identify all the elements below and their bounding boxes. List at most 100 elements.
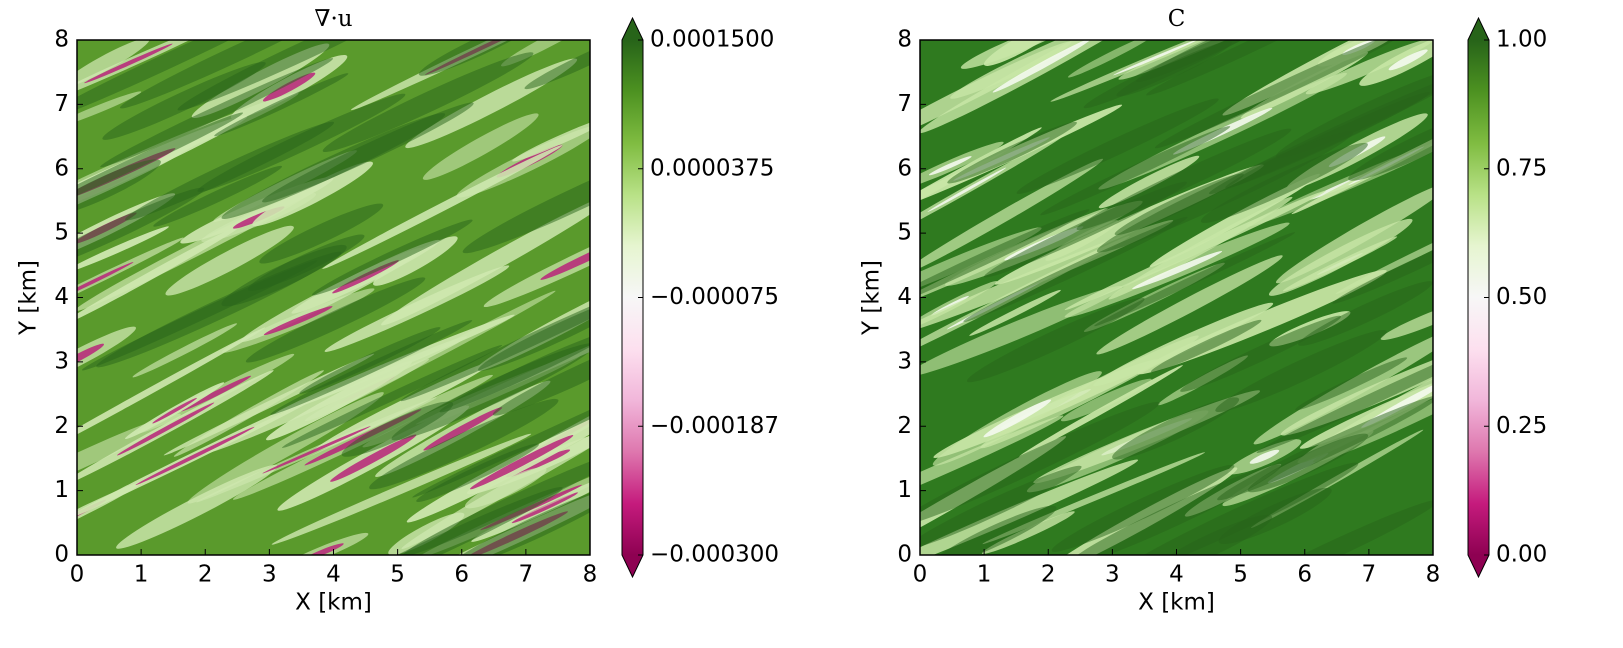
dark-band	[963, 216, 1188, 322]
dark-band	[1215, 330, 1387, 412]
streak-core	[152, 397, 197, 424]
dark-band	[1295, 357, 1408, 411]
dark-band	[1146, 40, 1346, 96]
dark-band	[920, 465, 1082, 549]
streak	[1060, 378, 1152, 422]
streak	[252, 161, 373, 227]
streak-core	[77, 343, 104, 372]
colorbar-tick-label: 0.00	[1496, 542, 1547, 568]
colorbar-extend-bottom	[1468, 555, 1489, 577]
dark-band	[315, 487, 563, 555]
streak	[1335, 210, 1433, 294]
x-axis-label: X [km]	[1138, 590, 1215, 616]
streak	[271, 433, 532, 545]
y-tick-label: 0	[54, 542, 69, 568]
dark-band	[1275, 67, 1433, 158]
x-tick-label: 0	[913, 562, 928, 588]
x-tick-label: 5	[390, 562, 405, 588]
heatmap-field	[920, 40, 1433, 555]
dark-band	[931, 505, 1057, 555]
streak	[920, 415, 1064, 526]
y-tick-label: 7	[54, 91, 69, 117]
streak-core	[469, 435, 574, 490]
y-tick-label: 8	[54, 27, 69, 53]
dark-band	[77, 112, 244, 215]
dark-band	[96, 251, 342, 368]
x-tick-label: 7	[519, 562, 534, 588]
dark-band	[322, 52, 534, 153]
dark-band	[1068, 464, 1282, 555]
dark-band	[119, 40, 349, 109]
streak	[77, 226, 169, 273]
streak-core	[540, 235, 590, 280]
x-tick-label: 4	[326, 562, 341, 588]
streak	[77, 91, 142, 129]
streak-core	[928, 156, 972, 176]
x-tick-label: 3	[262, 562, 277, 588]
streak	[77, 40, 150, 88]
dark-band	[153, 165, 282, 227]
dark-band	[77, 187, 205, 273]
dark-band	[416, 443, 539, 502]
x-tick-label: 6	[454, 562, 469, 588]
dark-band	[445, 482, 590, 555]
x-axis-label: X [km]	[295, 590, 372, 616]
dark-band	[920, 401, 1160, 527]
streak	[969, 289, 1061, 336]
colorbar-tick-label: −0.000075	[650, 284, 779, 310]
dark-band	[1040, 126, 1231, 216]
colorbar-tick-label: −0.000300	[650, 542, 779, 568]
streak	[381, 192, 590, 326]
x-tick-label: 5	[1233, 562, 1248, 588]
streak	[982, 511, 1075, 554]
dark-band	[1112, 397, 1240, 460]
dark-band	[1113, 462, 1359, 555]
y-tick-label: 0	[897, 542, 912, 568]
dark-band	[1332, 223, 1433, 304]
dark-band	[1016, 98, 1219, 194]
colorbar-extend-top	[622, 18, 643, 40]
streak	[512, 116, 590, 162]
chart-title: C	[1168, 6, 1186, 32]
streak	[1019, 365, 1183, 457]
streak	[422, 113, 539, 180]
streak-core	[262, 72, 316, 102]
y-tick-label: 8	[897, 27, 912, 53]
y-tick-label: 4	[54, 284, 69, 310]
dark-band	[311, 219, 473, 296]
dark-band	[282, 344, 503, 448]
x-tick-label: 7	[1362, 562, 1377, 588]
streak	[328, 290, 556, 411]
dark-band	[418, 40, 547, 76]
streak	[173, 370, 324, 457]
heatmap-field	[77, 40, 590, 555]
dark-band	[1348, 107, 1433, 181]
streak-core	[116, 402, 215, 456]
streak-core	[180, 375, 252, 412]
dark-band	[341, 401, 454, 457]
colorbar-tick-label: 0.50	[1496, 284, 1547, 310]
y-tick-label: 7	[897, 91, 912, 117]
streak	[373, 236, 458, 286]
dark-band	[400, 276, 590, 402]
dark-band	[1256, 333, 1433, 453]
dark-band	[492, 332, 590, 416]
colorbar	[1468, 40, 1489, 555]
y-tick-label: 5	[54, 220, 69, 246]
y-tick-label: 1	[54, 477, 69, 503]
streak-core	[423, 407, 503, 451]
dark-band	[77, 159, 161, 216]
dark-band	[920, 209, 1090, 319]
dark-band	[1180, 315, 1341, 392]
colorbar-tick-label: 0.0001500	[650, 27, 774, 53]
dark-band	[1200, 142, 1368, 223]
dark-band	[947, 121, 1077, 184]
streak	[920, 158, 1104, 276]
streak-core	[135, 426, 255, 486]
x-tick-label: 1	[134, 562, 149, 588]
streak-core	[1249, 449, 1280, 464]
y-tick-label: 2	[897, 413, 912, 439]
dark-band	[1051, 464, 1235, 552]
streak-core	[303, 543, 344, 555]
